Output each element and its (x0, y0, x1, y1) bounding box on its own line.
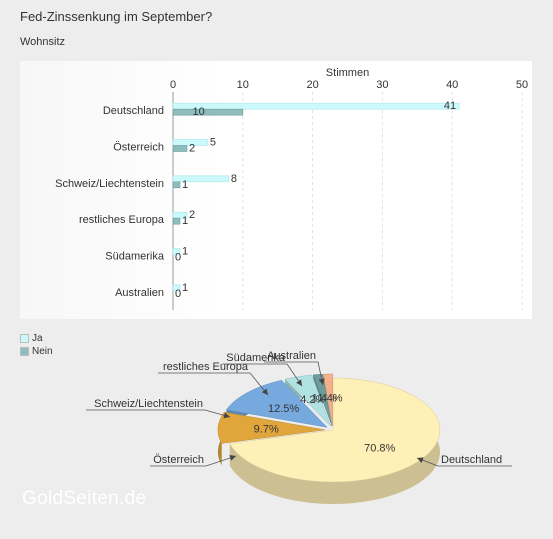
callout-arrow-icon (318, 378, 325, 385)
callout-arrow-icon (229, 455, 236, 461)
bar-ja[interactable] (172, 175, 230, 183)
data-label: 10 (193, 106, 205, 118)
callout-line (416, 457, 512, 467)
bar-ja[interactable] (172, 139, 209, 146)
pie-slice[interactable] (229, 377, 441, 483)
callout-arrow-icon (296, 379, 302, 386)
callout-line (86, 409, 231, 418)
bar-nein[interactable] (172, 217, 181, 225)
category-label: Österreich (113, 142, 164, 154)
pie-slice[interactable] (225, 379, 328, 428)
callout-line (158, 372, 269, 396)
pie-category-label: Australien (267, 350, 316, 362)
bar-ja[interactable] (172, 102, 460, 110)
bar-nein[interactable] (172, 108, 244, 116)
pie-slice[interactable] (284, 374, 331, 427)
category-label: Schweiz/Liechtenstein (55, 178, 164, 190)
callout-arrow-icon (261, 388, 268, 395)
pie-value-label: 9.7% (254, 424, 279, 436)
x-tick-label: 0 (170, 79, 176, 91)
legend-label-ja: Ja (32, 333, 43, 344)
bar-nein[interactable] (172, 181, 181, 189)
category-label: Australien (115, 287, 164, 299)
x-tick-label: 20 (306, 79, 318, 91)
callout-line (222, 363, 303, 387)
legend-item-nein[interactable]: Nein (20, 345, 53, 358)
x-axis-label: Stimmen (326, 67, 369, 79)
data-label: 0 (175, 252, 181, 264)
callout-arrow-icon (223, 412, 230, 419)
legend: Ja Nein (20, 332, 53, 358)
pie-value-label: 12.5% (268, 403, 299, 415)
pie-category-label: Schweiz/Liechtenstein (94, 398, 203, 410)
category-label: Südamerika (105, 251, 165, 263)
callout-line (150, 455, 237, 467)
callout-arrow-icon (417, 457, 424, 463)
pie-category-label: Österreich (153, 454, 204, 466)
x-tick-label: 30 (376, 79, 388, 91)
data-label: 0 (175, 288, 181, 300)
pie-slice[interactable] (217, 411, 326, 444)
data-label: 1 (182, 215, 188, 227)
data-label: 1 (182, 282, 188, 294)
data-label: 41 (444, 100, 456, 112)
data-label: 8 (231, 173, 237, 185)
pie-value-label: 1.4% (318, 392, 343, 404)
data-label: 2 (189, 209, 195, 221)
legend-item-ja[interactable]: Ja (20, 332, 53, 345)
pie-chart: 70.8%9.7%12.5%4.2%1.4%1.4%DeutschlandÖst… (86, 350, 512, 504)
x-tick-label: 10 (237, 79, 249, 91)
x-tick-label: 40 (446, 79, 458, 91)
legend-swatch-ja (20, 334, 29, 343)
data-label: 5 (210, 137, 216, 149)
pie-slice[interactable] (312, 373, 333, 427)
watermark-logo: GoldSeiten.de (22, 488, 147, 509)
pie-category-label: Deutschland (441, 454, 502, 466)
data-label: 1 (182, 179, 188, 191)
pie-category-label: Südamerika (226, 352, 286, 364)
legend-swatch-nein (20, 347, 29, 356)
chart-title: Fed-Zinssenkung im September? (20, 9, 213, 24)
legend-label-nein: Nein (32, 346, 53, 357)
data-label: 2 (189, 143, 195, 155)
x-tick-label: 50 (516, 79, 528, 91)
bar-nein[interactable] (172, 145, 188, 152)
pie-slice[interactable] (322, 373, 333, 427)
callout-line (264, 361, 324, 386)
data-label: 1 (182, 246, 188, 258)
pie-value-label: 4.2% (300, 394, 325, 406)
bar-ja[interactable] (172, 284, 181, 292)
bar-ja[interactable] (172, 248, 181, 255)
category-label: Deutschland (103, 105, 164, 117)
chart-subtitle: Wohnsitz (20, 36, 66, 48)
category-label: restliches Europa (79, 214, 165, 226)
pie-value-label: 70.8% (364, 442, 395, 454)
